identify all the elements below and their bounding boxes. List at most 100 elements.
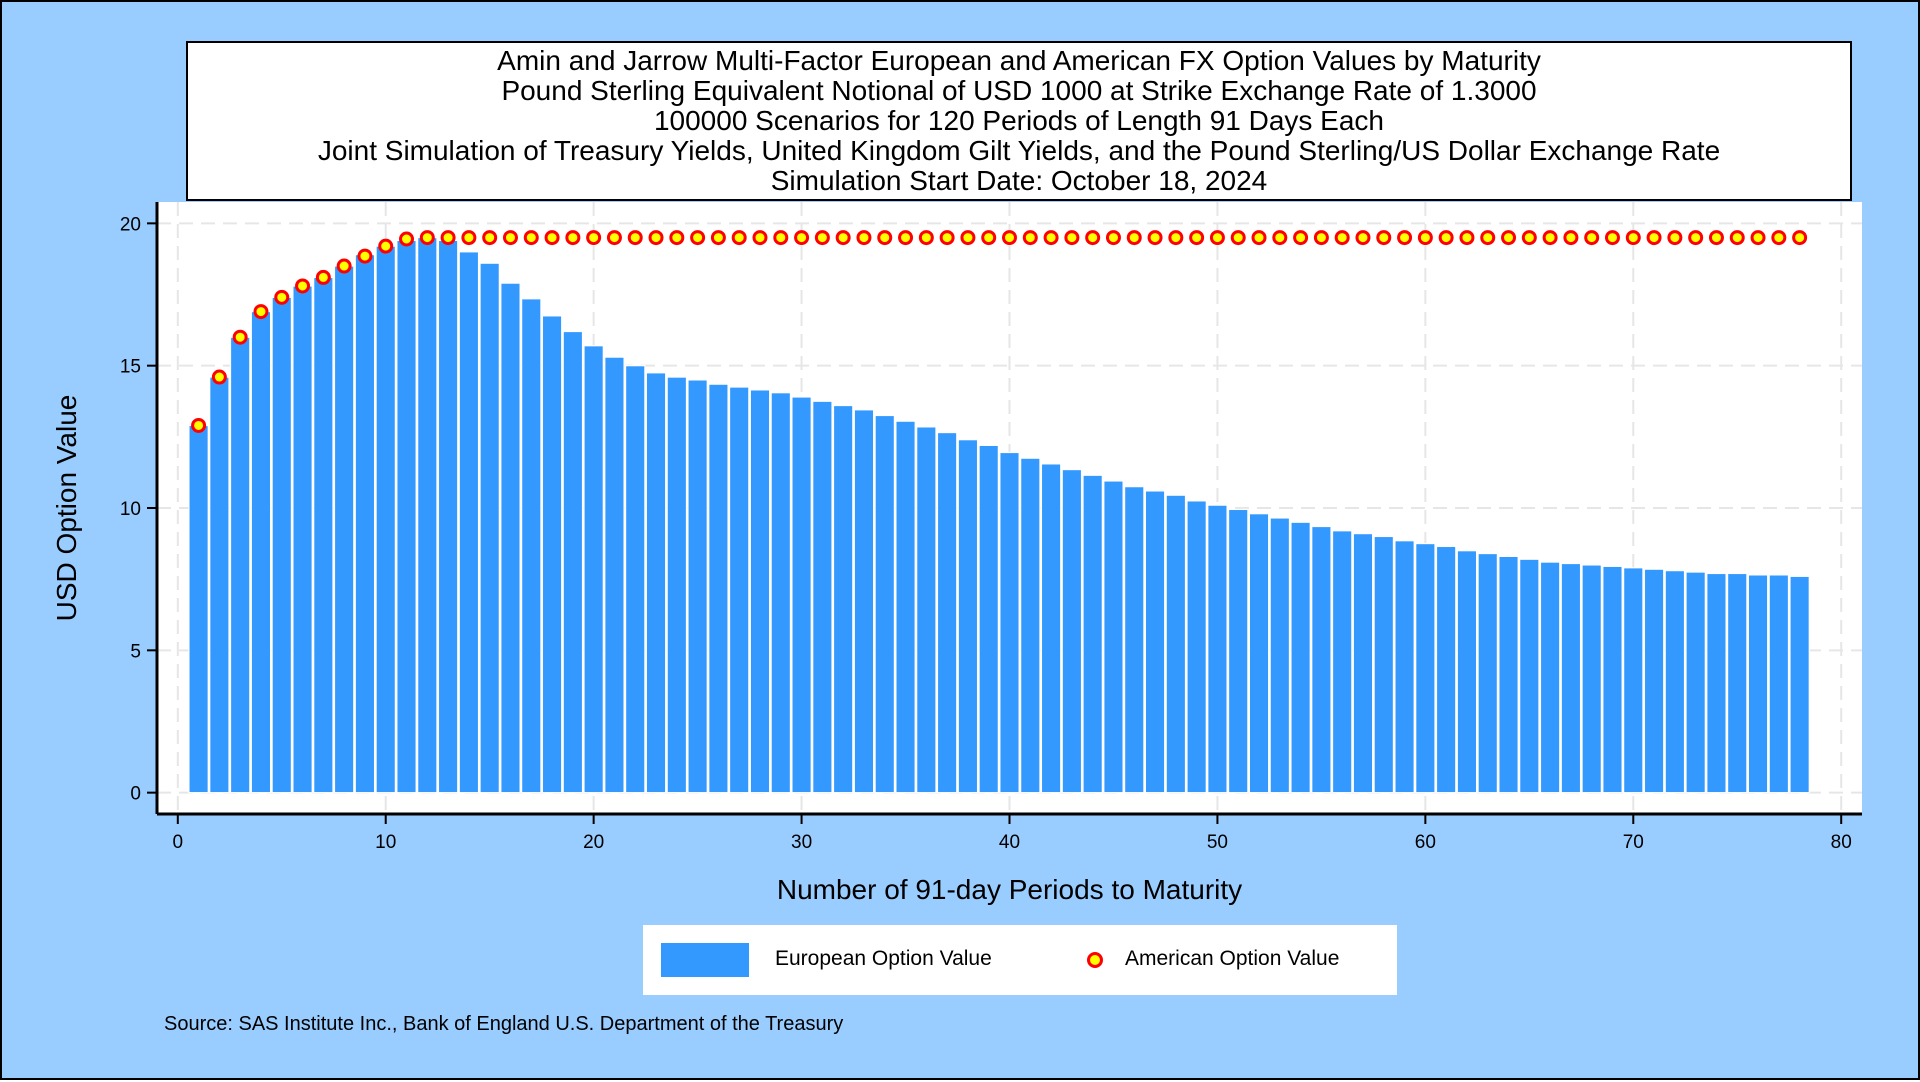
american-marker (918, 230, 934, 246)
american-marker (1064, 230, 1080, 246)
european-bar (874, 414, 895, 794)
european-bar (708, 383, 729, 794)
european-bar (1747, 574, 1769, 794)
european-bar (791, 396, 812, 794)
european-bar (936, 431, 958, 794)
european-bar (292, 285, 313, 794)
european-bar (479, 262, 500, 794)
european-bar (1560, 562, 1582, 794)
european-bar (916, 426, 937, 794)
european-bar (1726, 572, 1748, 794)
american-marker (1501, 230, 1517, 246)
european-bar (1685, 571, 1706, 794)
european-bar (812, 400, 833, 794)
american-marker (1729, 230, 1745, 246)
american-marker (898, 230, 914, 246)
european-bar (1706, 572, 1727, 794)
european-bar (1331, 530, 1353, 794)
european-bar (1311, 525, 1332, 794)
european-bar (1602, 565, 1623, 794)
american-marker (1209, 230, 1225, 246)
x-tick-label: 80 (1831, 832, 1852, 853)
american-marker (295, 278, 311, 294)
y-tick-label: 5 (130, 641, 141, 662)
european-bar (1352, 533, 1374, 794)
american-marker (1397, 230, 1413, 246)
european-bar (1269, 517, 1291, 794)
legend-european-swatch (661, 943, 749, 977)
title-line-1: Amin and Jarrow Multi-Factor European an… (497, 45, 1541, 76)
legend-american-marker (1087, 952, 1103, 968)
american-marker (1126, 230, 1142, 246)
european-bar (250, 310, 272, 794)
european-bar (1124, 486, 1145, 794)
american-marker (1521, 230, 1537, 246)
american-marker (939, 230, 955, 246)
european-bar (1248, 513, 1270, 794)
european-bar (978, 444, 999, 794)
american-marker (1105, 230, 1121, 246)
american-marker (1584, 230, 1600, 246)
european-bar (1040, 463, 1062, 794)
european-bar (1643, 568, 1665, 794)
european-bar (666, 376, 688, 794)
title-line-4: Joint Simulation of Treasury Yields, Uni… (317, 135, 1721, 166)
x-tick-label: 0 (173, 832, 184, 853)
american-marker (1688, 230, 1704, 246)
european-bar (1664, 570, 1686, 794)
european-bar (749, 389, 771, 794)
european-bar (1373, 535, 1395, 794)
american-marker (378, 238, 394, 254)
european-bar (229, 336, 251, 794)
european-bar (1207, 504, 1228, 794)
x-tick-label: 10 (375, 832, 396, 853)
american-marker (1355, 230, 1371, 246)
american-marker (1272, 230, 1288, 246)
american-marker (773, 230, 789, 246)
european-bar (1061, 468, 1083, 794)
title-line-3: 100000 Scenarios for 120 Periods of Leng… (653, 105, 1385, 136)
european-bar (437, 239, 459, 794)
american-marker (1376, 230, 1392, 246)
european-bar (375, 245, 396, 794)
american-marker (1563, 230, 1579, 246)
x-tick-label: 50 (1207, 832, 1228, 853)
american-marker (752, 230, 768, 246)
y-tick-label: 20 (120, 214, 141, 235)
european-bar (313, 276, 334, 794)
european-bar (271, 296, 293, 794)
european-bar (354, 254, 376, 794)
european-bar (1165, 494, 1187, 794)
american-marker (1189, 230, 1205, 246)
american-marker (627, 230, 643, 246)
american-marker (399, 231, 415, 247)
european-bar (1498, 555, 1519, 794)
american-marker (523, 230, 539, 246)
european-bar (1456, 550, 1478, 794)
y-tick-label: 10 (120, 499, 141, 520)
legend: European Option Value American Option Va… (643, 925, 1397, 995)
european-bar (458, 251, 480, 794)
european-bar (1415, 542, 1436, 794)
european-bar (1394, 540, 1415, 794)
american-marker (315, 269, 331, 285)
european-bars (188, 236, 1810, 794)
european-bar (1789, 575, 1810, 794)
american-marker (502, 230, 518, 246)
american-marker (1085, 230, 1101, 246)
legend-american-label: American Option Value (1125, 947, 1340, 970)
european-bar (1144, 490, 1166, 794)
source-footnote: Source: SAS Institute Inc., Bank of Engl… (164, 1013, 844, 1035)
american-marker (1147, 230, 1163, 246)
american-marker (1542, 230, 1558, 246)
european-bar (770, 392, 792, 794)
european-bar (1290, 521, 1311, 794)
y-tick-label: 15 (120, 357, 141, 378)
american-marker (960, 230, 976, 246)
european-bar (999, 451, 1020, 794)
american-marker (1043, 230, 1059, 246)
european-bar (500, 282, 521, 794)
x-tick-label: 70 (1623, 832, 1644, 853)
